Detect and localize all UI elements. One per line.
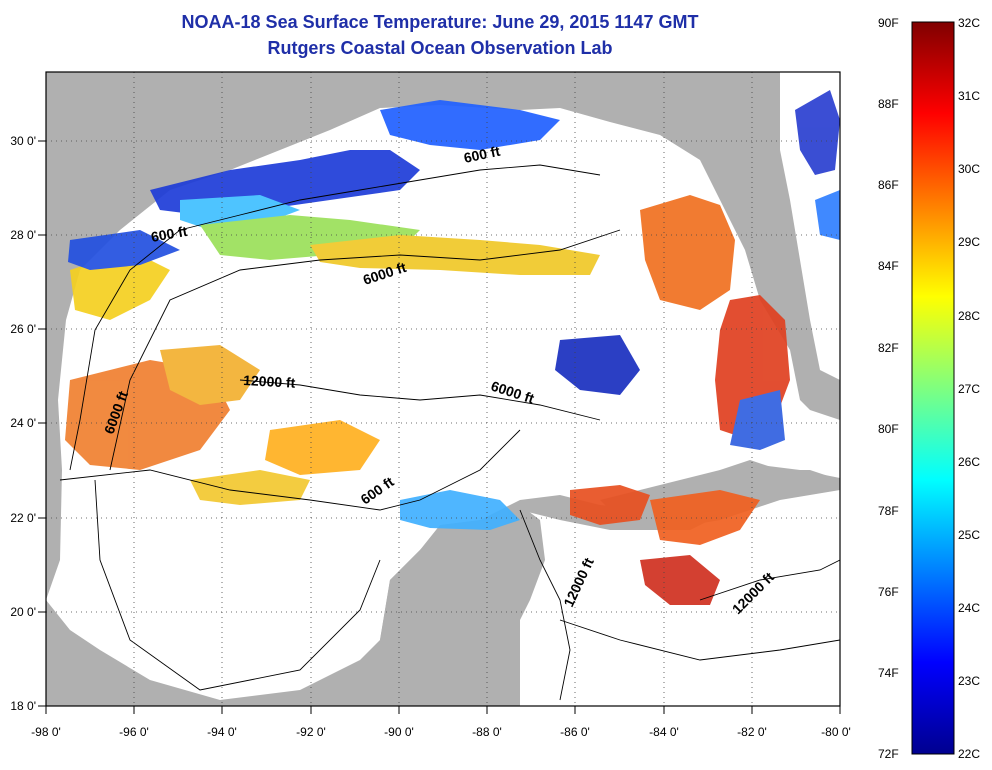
map-title: NOAA-18 Sea Surface Temperature: June 29… [181, 12, 699, 32]
x-tick-label: -88 0' [472, 725, 502, 739]
graticule [46, 72, 840, 706]
contour-label: 600 ft [150, 223, 189, 245]
colorbar-f-label: 72F [878, 747, 899, 761]
x-tick-label: -96 0' [119, 725, 149, 739]
colorbar [911, 21, 955, 755]
colorbar-c-label: 29C [958, 235, 981, 249]
colorbar-f-label: 88F [878, 97, 899, 111]
x-tick-label: -98 0' [31, 725, 61, 739]
contour-label: 600 ft [462, 143, 501, 166]
colorbar-c-label: 32C [958, 16, 981, 30]
colorbar-f-label: 86F [878, 178, 899, 192]
colorbar-c-label: 23C [958, 674, 981, 688]
x-tick-labels: -98 0' -96 0' -94 0' -92 0' -90 0' -88 0… [31, 725, 851, 739]
colorbar-c-label: 31C [958, 89, 981, 103]
y-tick-label: 30 0' [10, 134, 36, 148]
x-tick-label: -90 0' [384, 725, 414, 739]
axis-ticks [38, 140, 841, 714]
colorbar-c-label: 28C [958, 309, 981, 323]
colorbar-f-label: 80F [878, 422, 899, 436]
bathymetry-contours [59, 164, 840, 701]
colorbar-f-label: 90F [878, 16, 899, 30]
colorbar-c-label: 26C [958, 455, 981, 469]
x-tick-label: -82 0' [737, 725, 767, 739]
x-tick-label: -86 0' [560, 725, 590, 739]
colorbar-f-label: 78F [878, 504, 899, 518]
x-tick-label: -80 0' [821, 725, 851, 739]
colorbar-f-label: 82F [878, 341, 899, 355]
y-tick-label: 28 0' [10, 228, 36, 242]
colorbar-c-label: 24C [958, 601, 981, 615]
colorbar-f-label: 74F [878, 666, 899, 680]
colorbar-c-label: 27C [958, 382, 981, 396]
colorbar-f-label: 76F [878, 585, 899, 599]
y-tick-label: 18 0' [10, 699, 36, 713]
y-tick-label: 24 0' [10, 416, 36, 430]
x-tick-label: -92 0' [296, 725, 326, 739]
colorbar-c-label: 25C [958, 528, 981, 542]
map-subtitle: Rutgers Coastal Ocean Observation Lab [267, 38, 613, 58]
x-tick-label: -84 0' [649, 725, 679, 739]
colorbar-c-label: 22C [958, 747, 981, 761]
contour-label: 12000 ft [243, 372, 296, 391]
colorbar-f-label: 84F [878, 259, 899, 273]
y-tick-label: 20 0' [10, 605, 36, 619]
y-tick-labels: 18 0' 20 0' 22 0' 24 0' 26 0' 28 0' 30 0… [10, 134, 36, 713]
map-frame [45, 71, 841, 707]
x-tick-label: -94 0' [207, 725, 237, 739]
colorbar-c-label: 30C [958, 162, 981, 176]
yucatan-land [380, 505, 545, 706]
y-tick-label: 22 0' [10, 511, 36, 525]
y-tick-label: 26 0' [10, 322, 36, 336]
sst-data-layer [65, 90, 840, 605]
